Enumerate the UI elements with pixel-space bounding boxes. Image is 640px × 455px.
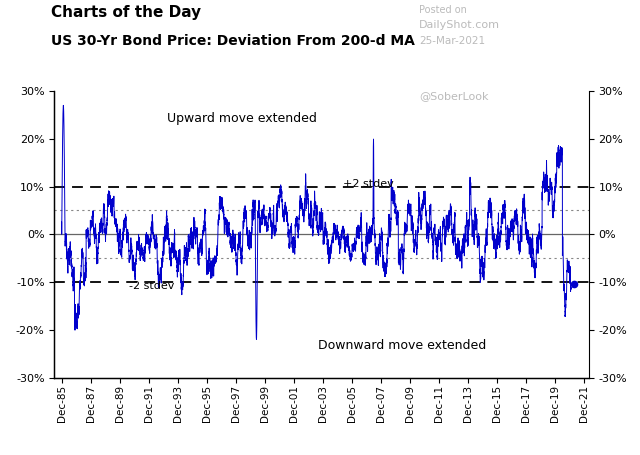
Text: @SoberLook: @SoberLook [419, 91, 489, 101]
Text: Downward move extended: Downward move extended [317, 339, 486, 352]
Text: Upward move extended: Upward move extended [166, 112, 316, 126]
Text: Charts of the Day: Charts of the Day [51, 5, 202, 20]
Text: DailyShot.com: DailyShot.com [419, 20, 500, 30]
Text: US 30-Yr Bond Price: Deviation From 200-d MA: US 30-Yr Bond Price: Deviation From 200-… [51, 34, 415, 48]
Text: -2 stdev: -2 stdev [129, 281, 175, 291]
Text: Posted on: Posted on [419, 5, 467, 15]
Text: +2 stdev: +2 stdev [343, 179, 394, 189]
Text: 25-Mar-2021: 25-Mar-2021 [419, 36, 485, 46]
